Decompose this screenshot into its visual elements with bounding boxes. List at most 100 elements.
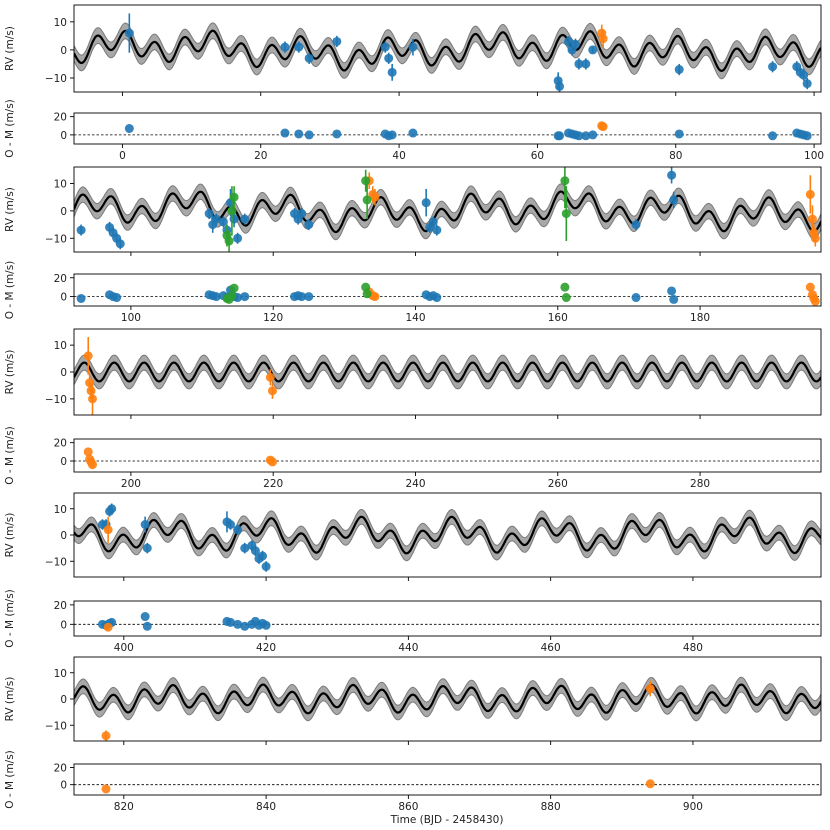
rv-y-tick-label: 10 [54, 340, 67, 352]
model-uncertainty-band [74, 508, 821, 562]
x-tick-label: 60 [531, 150, 544, 162]
x-axis-label: Time (BJD - 2458430) [390, 814, 504, 826]
residual-point [103, 622, 113, 632]
rv-point [598, 34, 608, 44]
rv-y-tick-label: 0 [60, 694, 67, 706]
res-y-tick-label: 0 [60, 456, 67, 468]
rv-point [103, 525, 113, 535]
residual-point [581, 131, 591, 141]
x-tick-label: 100 [121, 312, 141, 324]
residual-axes-frame [73, 438, 822, 473]
rv-axis-label: RV (m/s) [4, 26, 16, 71]
rv-point [227, 206, 237, 216]
rv-y-tick-label: 10 [54, 178, 67, 190]
res-y-tick-label: 20 [54, 273, 67, 285]
residual-point [370, 292, 380, 302]
residual-point [645, 779, 655, 789]
residual-point [304, 292, 314, 302]
panel-5: −10 0 10 0 20 820 840 860 880 900 RV (m/s) O - M (m… [4, 656, 822, 813]
residual-point [555, 131, 565, 141]
residual-plot-area [74, 612, 821, 632]
rv-point [297, 209, 307, 219]
residual-point [76, 293, 86, 303]
residual-point [810, 296, 820, 306]
residual-point [432, 293, 442, 303]
rv-point [280, 42, 290, 52]
rv-point [86, 386, 96, 396]
rv-y-tick-label: 10 [54, 668, 67, 680]
rv-point [224, 236, 234, 246]
rv-point [233, 233, 243, 243]
rv-point [432, 225, 442, 235]
rv-point [570, 39, 580, 49]
x-tick-label: 80 [669, 150, 682, 162]
rv-point [645, 684, 655, 693]
residual-point [768, 131, 778, 141]
x-tick-label: 400 [114, 642, 134, 654]
rv-point [384, 53, 394, 63]
residual-point [87, 460, 97, 470]
panel-3: −10 0 10 0 20 200 220 240 260 280 RV (m/s) O - M (m… [4, 328, 822, 490]
rv-point [370, 192, 380, 202]
model-curve [74, 29, 821, 73]
rv-point [211, 214, 221, 224]
rv-point [142, 543, 152, 553]
x-tick-label: 20 [254, 150, 267, 162]
rv-point [124, 28, 134, 38]
rv-axes-frame [73, 166, 822, 253]
residual-point [226, 617, 236, 627]
residual-axis-label: O - M (m/s) [4, 99, 16, 158]
x-tick-label: 220 [263, 478, 283, 490]
residual-point [229, 283, 239, 293]
x-tick-label: 820 [114, 801, 134, 813]
residual-point [674, 129, 684, 139]
rv-point [805, 189, 815, 199]
x-tick-label: 180 [690, 312, 710, 324]
model-curve [74, 683, 821, 715]
rv-y-tick-label: −10 [45, 556, 67, 568]
residual-point [669, 294, 679, 304]
res-y-tick-label: 0 [60, 292, 67, 304]
rv-plot-area [74, 13, 821, 92]
residual-point [83, 447, 93, 457]
res-y-tick-label: 0 [60, 619, 67, 631]
x-tick-label: 420 [256, 642, 276, 654]
rv-y-tick-label: −10 [45, 233, 67, 245]
residual-point [267, 457, 277, 467]
res-y-tick-label: 20 [54, 762, 67, 774]
rv-point [332, 36, 342, 46]
rv-point [669, 195, 679, 205]
rv-point [380, 42, 390, 52]
residual-point [124, 124, 134, 133]
rv-y-tick-label: −10 [45, 394, 67, 406]
rv-y-tick-label: 0 [60, 367, 67, 379]
rv-y-tick-label: 0 [60, 530, 67, 542]
rv-axes-frame [73, 4, 822, 93]
rv-plot-area [74, 676, 821, 741]
x-tick-label: 0 [119, 150, 126, 162]
rv-point [265, 372, 275, 382]
x-tick-label: 40 [392, 150, 405, 162]
rv-plot-area [74, 337, 821, 415]
residual-point [560, 282, 570, 292]
residual-point [140, 612, 150, 622]
rv-point [667, 170, 677, 180]
rv-point [140, 520, 150, 529]
rv-axis-label: RV (m/s) [4, 187, 16, 232]
rv-point [240, 214, 250, 224]
rv-point [107, 504, 117, 514]
residual-point [802, 131, 812, 141]
residual-point [112, 293, 122, 303]
residual-point [294, 129, 304, 139]
model-curve [74, 515, 821, 555]
residual-point [297, 292, 307, 302]
x-tick-label: 260 [548, 478, 568, 490]
rv-axis-label: RV (m/s) [4, 513, 16, 558]
model-curve [74, 190, 821, 234]
rv-plot-area [74, 167, 821, 252]
rv-point [588, 45, 598, 55]
residual-point [667, 286, 677, 296]
rv-y-tick-label: 0 [60, 45, 67, 57]
residual-point [261, 620, 271, 630]
residual-point [142, 621, 152, 631]
